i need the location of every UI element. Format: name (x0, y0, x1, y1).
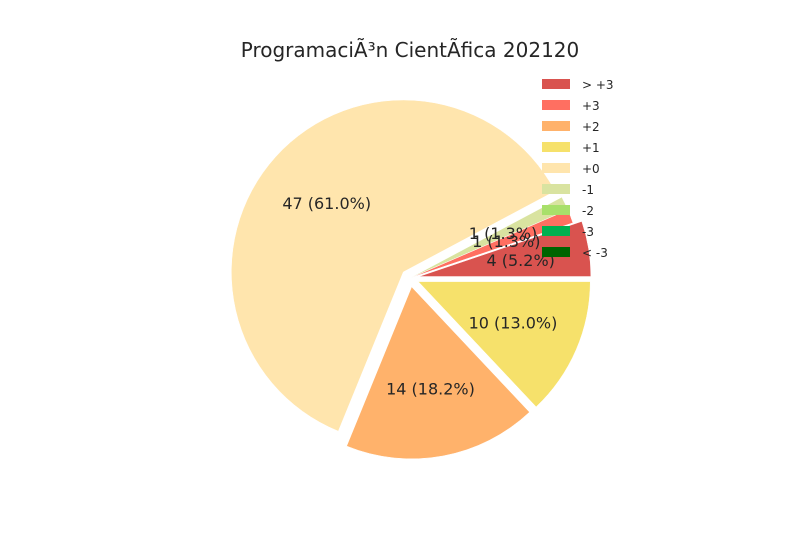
legend-label: -1 (582, 183, 594, 197)
legend-swatch (542, 247, 570, 257)
legend-item: -1 (542, 183, 594, 197)
legend-item: -3 (542, 225, 594, 239)
legend-swatch (542, 163, 570, 173)
legend-swatch (542, 142, 570, 152)
legend-label: +3 (582, 99, 600, 113)
legend-label: > +3 (582, 78, 614, 92)
legend-label: +1 (582, 141, 600, 155)
legend-swatch (542, 121, 570, 131)
legend-item: < -3 (542, 246, 608, 260)
slice-label: 14 (18.2%) (386, 379, 475, 398)
pie-slices (231, 99, 592, 460)
slice-label: 1 (1.3%) (472, 232, 540, 251)
legend-label: +2 (582, 120, 600, 134)
legend-swatch (542, 226, 570, 236)
slice-label: 47 (61.0%) (282, 194, 371, 213)
legend: > +3 +3 +2 +1 +0 -1 -2 -3 < -3 (542, 78, 614, 260)
slice-label: 10 (13.0%) (469, 314, 558, 333)
legend-label: -2 (582, 204, 594, 218)
pie-slice (417, 281, 591, 408)
pie-slice (231, 99, 556, 432)
legend-swatch (542, 100, 570, 110)
chart-title: ProgramaciÃ³n CientÃ­fica 202120 (241, 38, 580, 62)
legend-item: -2 (542, 204, 594, 218)
legend-label: < -3 (582, 246, 608, 260)
legend-item: +2 (542, 120, 600, 134)
legend-swatch (542, 79, 570, 89)
legend-item: +3 (542, 99, 600, 113)
slice-label: 4 (5.2%) (486, 251, 554, 270)
legend-swatch (542, 205, 570, 215)
legend-item: > +3 (542, 78, 614, 92)
pie-slice (346, 286, 530, 460)
legend-swatch (542, 184, 570, 194)
legend-item: +1 (542, 141, 600, 155)
slice-label: 1 (1.3%) (469, 224, 537, 243)
slice-labels: 4 (5.2%)1 (1.3%)1 (1.3%)47 (61.0%)14 (18… (282, 194, 557, 398)
legend-item: +0 (542, 162, 600, 176)
legend-label: +0 (582, 162, 600, 176)
legend-label: -3 (582, 225, 594, 239)
